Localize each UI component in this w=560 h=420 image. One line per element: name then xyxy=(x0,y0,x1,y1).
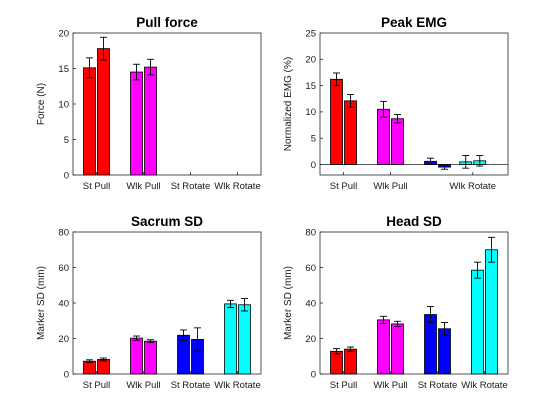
x-tick-label: Wlk Rotate xyxy=(214,181,260,192)
y-tick-label: 0 xyxy=(311,369,316,380)
y-tick-label: 60 xyxy=(305,263,316,274)
x-tick-label: Wlk Pull xyxy=(126,181,160,192)
bar xyxy=(144,66,157,176)
y-tick-label: 20 xyxy=(58,28,69,39)
y-tick-label: 20 xyxy=(305,334,316,345)
bar xyxy=(97,48,110,176)
chart-title: Sacrum SD xyxy=(131,214,203,229)
y-axis-label: Marker SD (mm) xyxy=(36,266,47,340)
bar xyxy=(83,360,96,375)
x-tick-label: St Pull xyxy=(330,380,357,391)
bar xyxy=(471,269,484,375)
bar xyxy=(224,303,237,375)
x-tick-label: St Pull xyxy=(330,181,357,192)
bar xyxy=(344,348,357,375)
bar xyxy=(485,249,498,375)
y-tick-label: 0 xyxy=(311,160,316,171)
x-tick-label: Wlk Rotate xyxy=(214,380,260,391)
bar xyxy=(377,319,390,375)
bar xyxy=(344,100,357,165)
y-tick-label: 10 xyxy=(58,99,69,110)
x-tick-label: St Pull xyxy=(83,380,110,391)
y-tick-label: 20 xyxy=(305,55,316,66)
y-tick-label: 80 xyxy=(305,227,316,238)
y-tick-label: 15 xyxy=(58,64,69,75)
bar xyxy=(438,328,451,375)
y-tick-label: 10 xyxy=(305,107,316,118)
chart-title: Head SD xyxy=(386,214,442,229)
y-tick-label: 60 xyxy=(58,263,69,274)
y-axis-label: Normalized EMG (%) xyxy=(283,57,294,151)
chart-panel-0: Pull force Force (N) 0 5 10 15 20 St Pull Wlk Pu… xyxy=(36,15,262,192)
bar xyxy=(130,337,143,375)
bar xyxy=(391,118,404,165)
x-tick-label: St Rotate xyxy=(171,181,211,192)
bar xyxy=(97,359,110,375)
bar xyxy=(177,334,190,375)
chart-panel-3: Head SD Marker SD (mm) 0 20 40 60 80 St Pull Wlk… xyxy=(283,214,509,391)
chart-title: Peak EMG xyxy=(381,15,447,30)
x-tick-label: St Rotate xyxy=(171,380,211,391)
chart-panel-2: Sacrum SD Marker SD (mm) 0 20 40 60 80 St Pull W… xyxy=(36,214,262,391)
chart-panel-1: Peak EMG Normalized EMG (%) 0 5 10 15 20 25 St P… xyxy=(283,15,509,192)
x-tick-label: Wlk Pull xyxy=(373,181,407,192)
y-axis-label: Force (N) xyxy=(36,83,47,125)
y-tick-label: 0 xyxy=(64,170,69,181)
bar xyxy=(238,304,251,375)
y-tick-label: 25 xyxy=(305,28,316,39)
y-tick-label: 5 xyxy=(64,135,69,146)
bar xyxy=(144,340,157,375)
x-tick-label: Wlk Rotate xyxy=(450,181,496,192)
y-tick-label: 20 xyxy=(58,334,69,345)
plot-area xyxy=(319,32,509,176)
x-tick-label: Wlk Pull xyxy=(126,380,160,391)
y-tick-label: 40 xyxy=(305,298,316,309)
bar xyxy=(330,350,343,375)
y-tick-label: 40 xyxy=(58,298,69,309)
y-tick-label: 80 xyxy=(58,227,69,238)
y-tick-label: 0 xyxy=(64,369,69,380)
bar xyxy=(130,71,143,176)
chart-title: Pull force xyxy=(136,15,198,30)
x-tick-label: Wlk Rotate xyxy=(461,380,507,391)
bar xyxy=(330,78,343,165)
y-axis-label: Marker SD (mm) xyxy=(283,266,294,340)
x-tick-label: Wlk Pull xyxy=(373,380,407,391)
y-tick-label: 15 xyxy=(305,81,316,92)
x-tick-label: St Rotate xyxy=(418,380,458,391)
bar xyxy=(391,323,404,375)
x-tick-label: St Pull xyxy=(83,181,110,192)
y-tick-label: 5 xyxy=(311,133,316,144)
bar xyxy=(424,314,437,375)
bar xyxy=(83,67,96,176)
